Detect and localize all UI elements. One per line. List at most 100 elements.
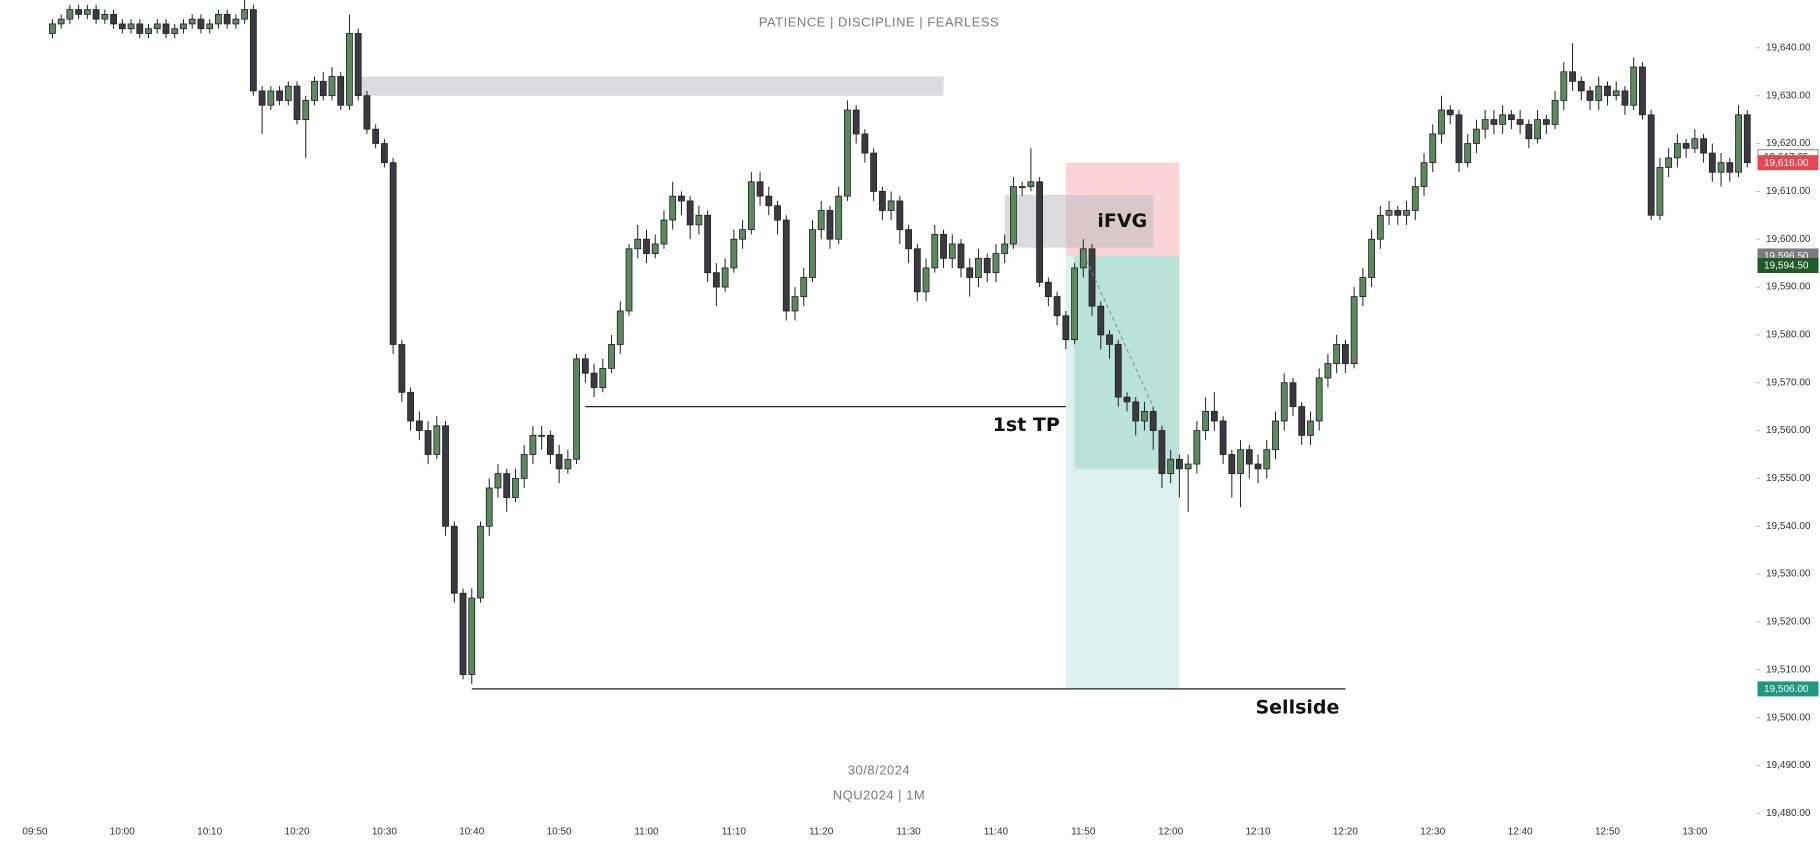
candle-body <box>835 195 843 240</box>
y-tick-label: 19,490.00 <box>1766 760 1811 771</box>
candle-body <box>171 28 179 34</box>
candle-body <box>1167 458 1175 475</box>
candle-body <box>651 243 659 254</box>
candle-body <box>311 80 318 101</box>
candle-body <box>756 181 764 197</box>
candle-body <box>223 13 231 25</box>
candle-body <box>83 9 91 15</box>
candle-body <box>380 143 388 164</box>
candle-body <box>319 80 327 97</box>
level-label: 1st TP <box>993 414 1060 436</box>
candle-body <box>442 425 449 527</box>
candle-body <box>57 18 65 25</box>
candle-body <box>241 9 249 20</box>
candle-body <box>1682 143 1690 149</box>
candle-body <box>1534 119 1541 140</box>
candle-body <box>1237 449 1244 475</box>
candle-body <box>1298 406 1306 436</box>
y-tick-label: 19,580.00 <box>1766 330 1811 341</box>
candle-body <box>1010 186 1017 245</box>
y-tick-label: 19,620.00 <box>1766 138 1811 149</box>
candle-body <box>346 33 353 106</box>
x-tick-label: 10:10 <box>197 827 222 838</box>
candle-body <box>1210 411 1218 422</box>
candle-body <box>1202 411 1210 431</box>
candle-body <box>643 238 650 254</box>
symbol-label: NQU2024 | 1M <box>833 787 925 802</box>
candle-body <box>398 344 406 393</box>
candle-body <box>485 487 493 527</box>
candle-body <box>249 9 257 92</box>
candle-body <box>1621 90 1629 106</box>
candle-body <box>1263 449 1271 470</box>
x-tick-label: 10:30 <box>372 827 397 838</box>
candle-body <box>1254 463 1262 470</box>
candle-body <box>424 430 432 455</box>
candle-body <box>599 367 607 388</box>
candle-body <box>913 248 921 293</box>
candle-body <box>791 296 799 312</box>
candle-body <box>878 190 886 211</box>
candle-body <box>1307 420 1314 436</box>
candle-body <box>573 358 580 460</box>
candle-body <box>1315 377 1323 422</box>
candle-body <box>1044 281 1052 298</box>
candle-body <box>162 23 170 34</box>
x-tick-label: 12:30 <box>1420 827 1445 838</box>
price-tag <box>1757 681 1819 697</box>
candle-body <box>782 219 790 312</box>
candle-body <box>747 181 755 231</box>
candle-body <box>1507 114 1515 121</box>
candle-body <box>494 473 502 489</box>
candle-body <box>1053 296 1061 317</box>
candle-body <box>1735 114 1742 173</box>
chart-title: PATIENCE | DISCIPLINE | FEARLESS <box>759 14 999 29</box>
x-tick-label: 10:50 <box>547 827 572 838</box>
candle-body <box>1691 138 1699 149</box>
candle-body <box>817 210 825 231</box>
candle-body <box>1272 420 1279 451</box>
candle-body <box>1464 143 1472 164</box>
candle-body <box>1639 66 1646 116</box>
candle-body <box>1079 248 1087 269</box>
candle-body <box>75 9 83 15</box>
candle-body <box>1446 109 1454 116</box>
candle-body <box>1569 71 1576 82</box>
candle-body <box>1062 315 1070 341</box>
candle-body <box>180 23 187 30</box>
candle-body <box>1132 401 1140 422</box>
candle-body <box>110 13 117 25</box>
candle-body <box>1088 248 1096 307</box>
candle-body <box>1542 119 1550 125</box>
candle-body <box>721 267 729 288</box>
candle-body <box>1551 100 1559 125</box>
candle-body <box>284 85 292 101</box>
candle-body <box>1036 181 1044 283</box>
x-tick-label: 10:40 <box>459 827 484 838</box>
candle-body <box>354 33 362 97</box>
candle-body <box>1149 411 1157 431</box>
candle-body <box>520 454 528 479</box>
candle-body <box>328 76 336 97</box>
candle-body <box>49 23 56 34</box>
price-tag-label: 19,616.00 <box>1764 158 1809 169</box>
price-tag-label: 19,506.00 <box>1764 684 1809 695</box>
y-tick-label: 19,610.00 <box>1766 186 1811 197</box>
candle-body <box>1525 123 1533 140</box>
candle-body <box>712 272 720 288</box>
candle-body <box>1071 267 1078 341</box>
candle-body <box>905 229 912 250</box>
candle-body <box>101 13 109 20</box>
x-tick-label: 11:20 <box>809 827 834 838</box>
candle-body <box>188 18 196 25</box>
candle-body <box>590 372 598 388</box>
candle-body <box>922 267 930 293</box>
candle-body <box>1743 114 1751 164</box>
candle-body <box>468 597 476 675</box>
candle-body <box>1184 463 1192 470</box>
candle-body <box>118 23 126 30</box>
candle-body <box>1176 458 1183 470</box>
y-tick-label: 19,530.00 <box>1766 569 1811 580</box>
candle-body <box>232 18 240 25</box>
zone <box>358 76 944 96</box>
